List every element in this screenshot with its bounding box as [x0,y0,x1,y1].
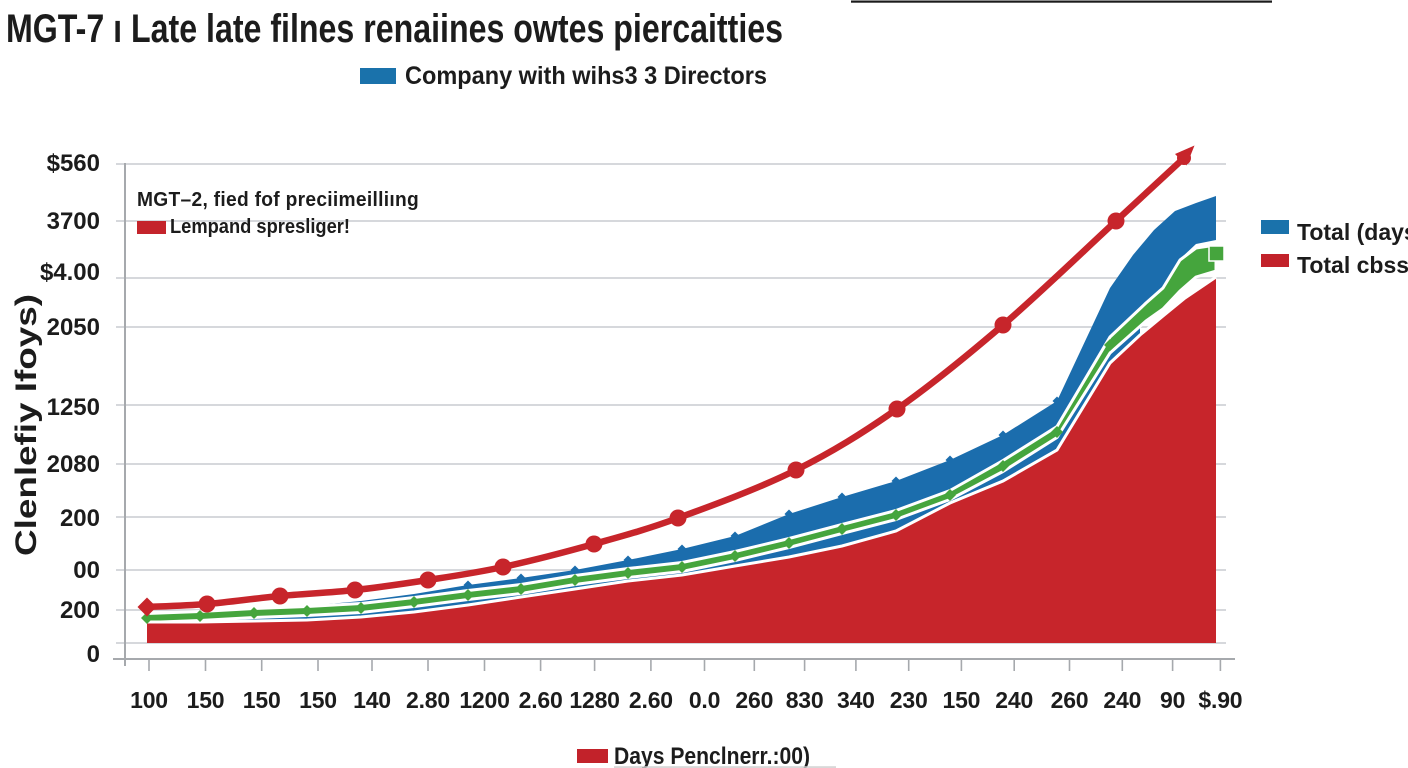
svg-text:200: 200 [60,597,100,624]
svg-text:240: 240 [995,687,1033,713]
svg-text:100: 100 [130,687,168,713]
svg-text:150: 150 [187,687,225,713]
svg-text:MGT-7 ı Late late filnes renai: MGT-7 ı Late late filnes renaiines owtes… [6,7,783,51]
svg-text:150: 150 [943,687,981,713]
svg-text:1200: 1200 [459,687,509,713]
svg-text:200: 200 [60,505,100,532]
svg-text:2050: 2050 [47,314,100,341]
svg-text:1250: 1250 [47,394,100,421]
svg-text:2.60: 2.60 [629,687,673,713]
svg-text:00: 00 [73,557,100,584]
svg-text:830: 830 [786,687,824,713]
svg-text:Clenlefiy Ifoys): Clenlefiy Ifoys) [10,294,43,556]
svg-text:0.0: 0.0 [689,687,720,713]
svg-text:2080: 2080 [47,451,100,478]
svg-text:Days Penclnerr.:00): Days Penclnerr.:00) [614,743,810,768]
svg-text:140: 140 [353,687,391,713]
svg-text:$.90: $.90 [1198,687,1242,713]
svg-text:Total cbsst: Total cbsst [1297,252,1408,278]
svg-text:1280: 1280 [569,687,619,713]
svg-text:Company with wihs3 3 Directors: Company with wihs3 3 Directors [405,62,767,90]
svg-text:340: 340 [837,687,875,713]
svg-text:240: 240 [1103,687,1141,713]
svg-text:90: 90 [1160,687,1185,713]
svg-text:3700: 3700 [47,208,100,235]
svg-text:MGT–2, fied fof preciimeilliın: MGT–2, fied fof preciimeilliıng [137,189,419,211]
svg-text:Lempand spresliger!: Lempand spresliger! [170,216,350,238]
svg-text:150: 150 [243,687,281,713]
svg-text:$4.00: $4.00 [40,259,100,286]
svg-text:2.60: 2.60 [519,687,563,713]
svg-text:Total (days: Total (days [1297,219,1408,245]
svg-text:260: 260 [735,687,773,713]
svg-text:230: 230 [890,687,928,713]
svg-text:0: 0 [87,641,100,668]
svg-text:260: 260 [1051,687,1089,713]
svg-text:$560: $560 [47,150,100,177]
svg-text:2.80: 2.80 [406,687,450,713]
svg-text:150: 150 [299,687,337,713]
